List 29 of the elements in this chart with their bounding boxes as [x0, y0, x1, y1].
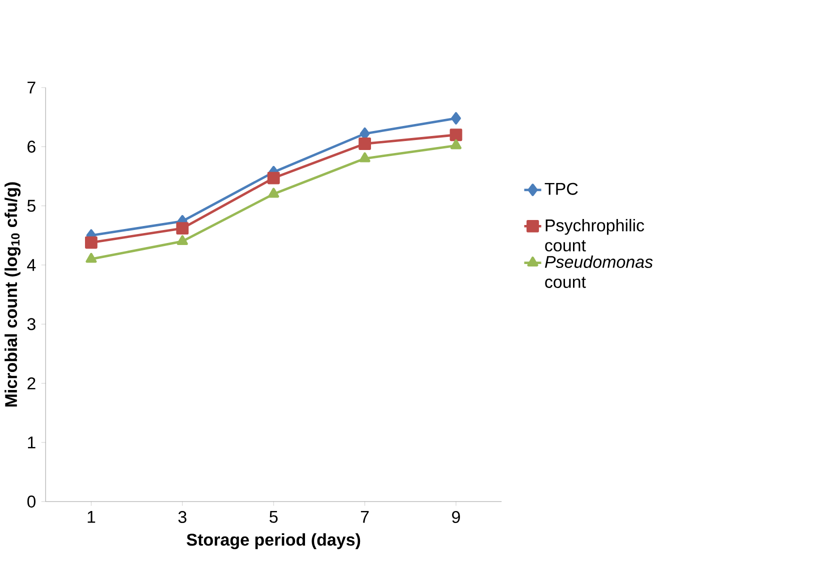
y-tick-label: 1 — [28, 436, 36, 448]
point — [451, 112, 461, 125]
x-tick-label: 7 — [360, 511, 369, 523]
y-tick-label: 2 — [28, 377, 36, 390]
x-tick-label: 9 — [452, 511, 460, 524]
x-tick-label: 5 — [270, 511, 278, 523]
point — [358, 138, 372, 150]
x-axis-title: Storage period (days) — [186, 533, 360, 550]
y-tick-label: 4 — [27, 259, 36, 271]
legend-label: Psychrophilic count — [545, 218, 644, 252]
y-tick-label: 5 — [27, 200, 36, 212]
legend-label: Pseudomonas count — [544, 255, 653, 288]
point — [176, 235, 188, 246]
y-tick-label: 7 — [28, 82, 36, 94]
y-tick-label: 6 — [28, 140, 36, 153]
point — [85, 236, 98, 249]
x-tick-label: 3 — [178, 511, 186, 524]
y-tick-label: 0 — [27, 496, 36, 508]
point — [86, 252, 97, 263]
point — [268, 188, 280, 198]
point — [176, 222, 189, 235]
point — [450, 139, 462, 150]
y-axis-title: Microbial count (log$_{10}$ cfu/g) — [4, 182, 21, 407]
y-tick-label: 3 — [27, 318, 36, 330]
point — [450, 128, 462, 142]
x-tick-label: 1 — [88, 511, 96, 523]
point — [267, 172, 280, 184]
legend-label: TPC — [544, 182, 578, 195]
point — [359, 152, 370, 162]
